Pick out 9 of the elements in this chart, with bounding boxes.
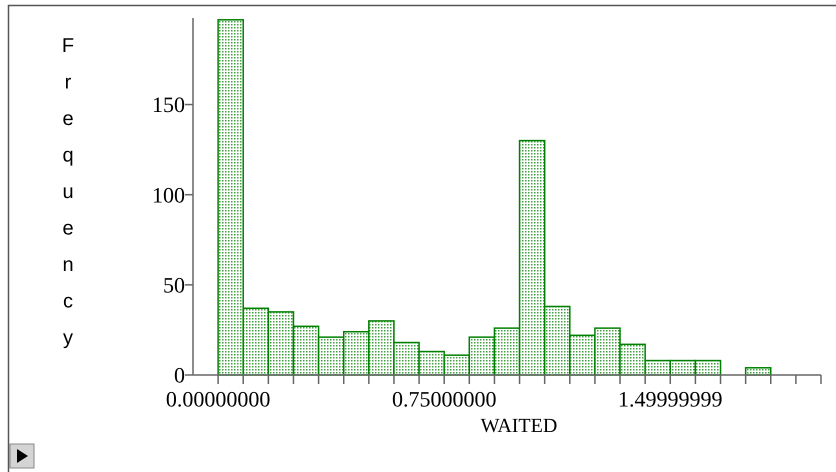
y-tick-label: 0 xyxy=(174,362,185,388)
y-tick-label: 50 xyxy=(163,272,185,298)
x-tick-label: 0.00000000 xyxy=(166,386,270,412)
y-tick-label: 100 xyxy=(152,182,185,208)
x-axis-title: WAITED xyxy=(480,415,558,437)
x-tick-label: 1.49999999 xyxy=(618,386,723,412)
x-tick-label: 0.75000000 xyxy=(392,386,496,412)
text: Frequency xyxy=(62,35,74,349)
y-tick-label: 150 xyxy=(152,92,185,118)
